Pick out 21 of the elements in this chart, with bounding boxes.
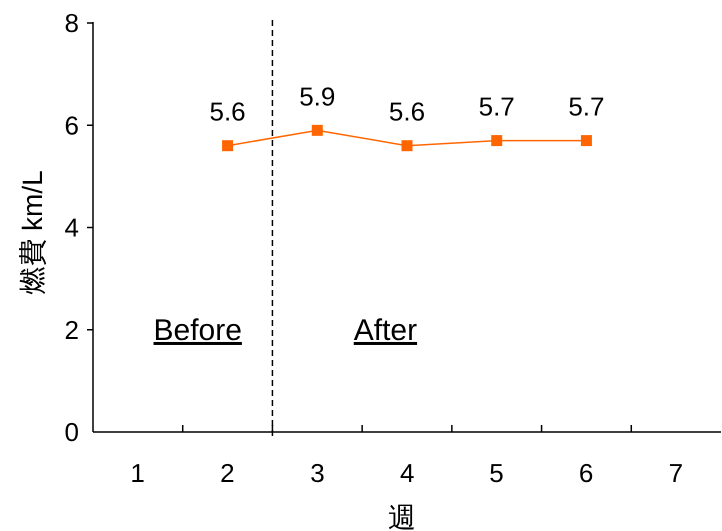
x-tick-label: 1 xyxy=(130,458,145,488)
annotation: After xyxy=(354,314,418,347)
annotation: Before xyxy=(154,314,242,347)
x-tick-label: 3 xyxy=(310,458,325,488)
y-tick-label: 6 xyxy=(64,110,79,140)
y-tick-label: 0 xyxy=(64,417,79,447)
y-tick-label: 4 xyxy=(64,212,79,242)
x-tick-label: 5 xyxy=(489,458,504,488)
x-tick-label: 6 xyxy=(578,458,594,488)
x-tick-label: 2 xyxy=(220,458,235,488)
y-tick-label: 2 xyxy=(64,314,79,345)
x-tick-label: 7 xyxy=(668,458,684,488)
data-label: 5.6 xyxy=(209,96,246,127)
y-tick-label: 8 xyxy=(64,8,79,38)
x-axis-title: 週 xyxy=(388,502,416,531)
data-label: 5.7 xyxy=(478,92,515,122)
data-label: 5.7 xyxy=(568,92,605,122)
x-tick-label: 4 xyxy=(400,458,414,488)
data-label: 5.6 xyxy=(388,96,426,127)
data-label: 5.9 xyxy=(299,81,336,112)
y-axis-title: 燃費 km/L xyxy=(17,170,48,295)
